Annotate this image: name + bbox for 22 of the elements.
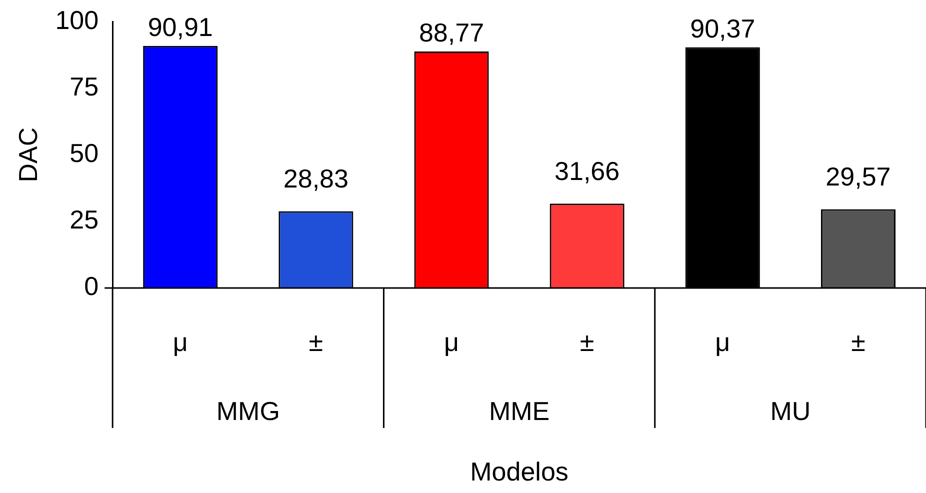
y-tick-label: 50 xyxy=(70,138,99,168)
y-axis-title: DAC xyxy=(12,127,43,182)
data-label: 31,66 xyxy=(554,156,620,186)
text: MMG xyxy=(216,396,280,426)
x-tick-label: ± xyxy=(308,326,324,357)
y-tick-label: 75 xyxy=(70,71,99,102)
x-tick-label: μ xyxy=(715,326,730,357)
y-tick-label: 100 xyxy=(55,4,99,35)
x-tick-label: μ xyxy=(172,326,188,357)
text: MU xyxy=(770,396,811,426)
data-label: 90,37 xyxy=(690,13,756,44)
x-axis-title: Modelos xyxy=(470,456,568,487)
y-tick-label: 0 xyxy=(84,271,99,302)
data-label: 29,57 xyxy=(826,161,891,192)
data-label: 90,91 xyxy=(148,12,213,42)
data-label: 88,77 xyxy=(418,18,484,48)
x-tick-label: ± xyxy=(580,326,594,357)
text: MME xyxy=(488,396,550,426)
x-tick-label: μ xyxy=(444,326,459,357)
x-tick-label: ± xyxy=(851,326,866,357)
data-label: 28,83 xyxy=(283,163,348,194)
y-tick-label: 25 xyxy=(70,204,99,235)
